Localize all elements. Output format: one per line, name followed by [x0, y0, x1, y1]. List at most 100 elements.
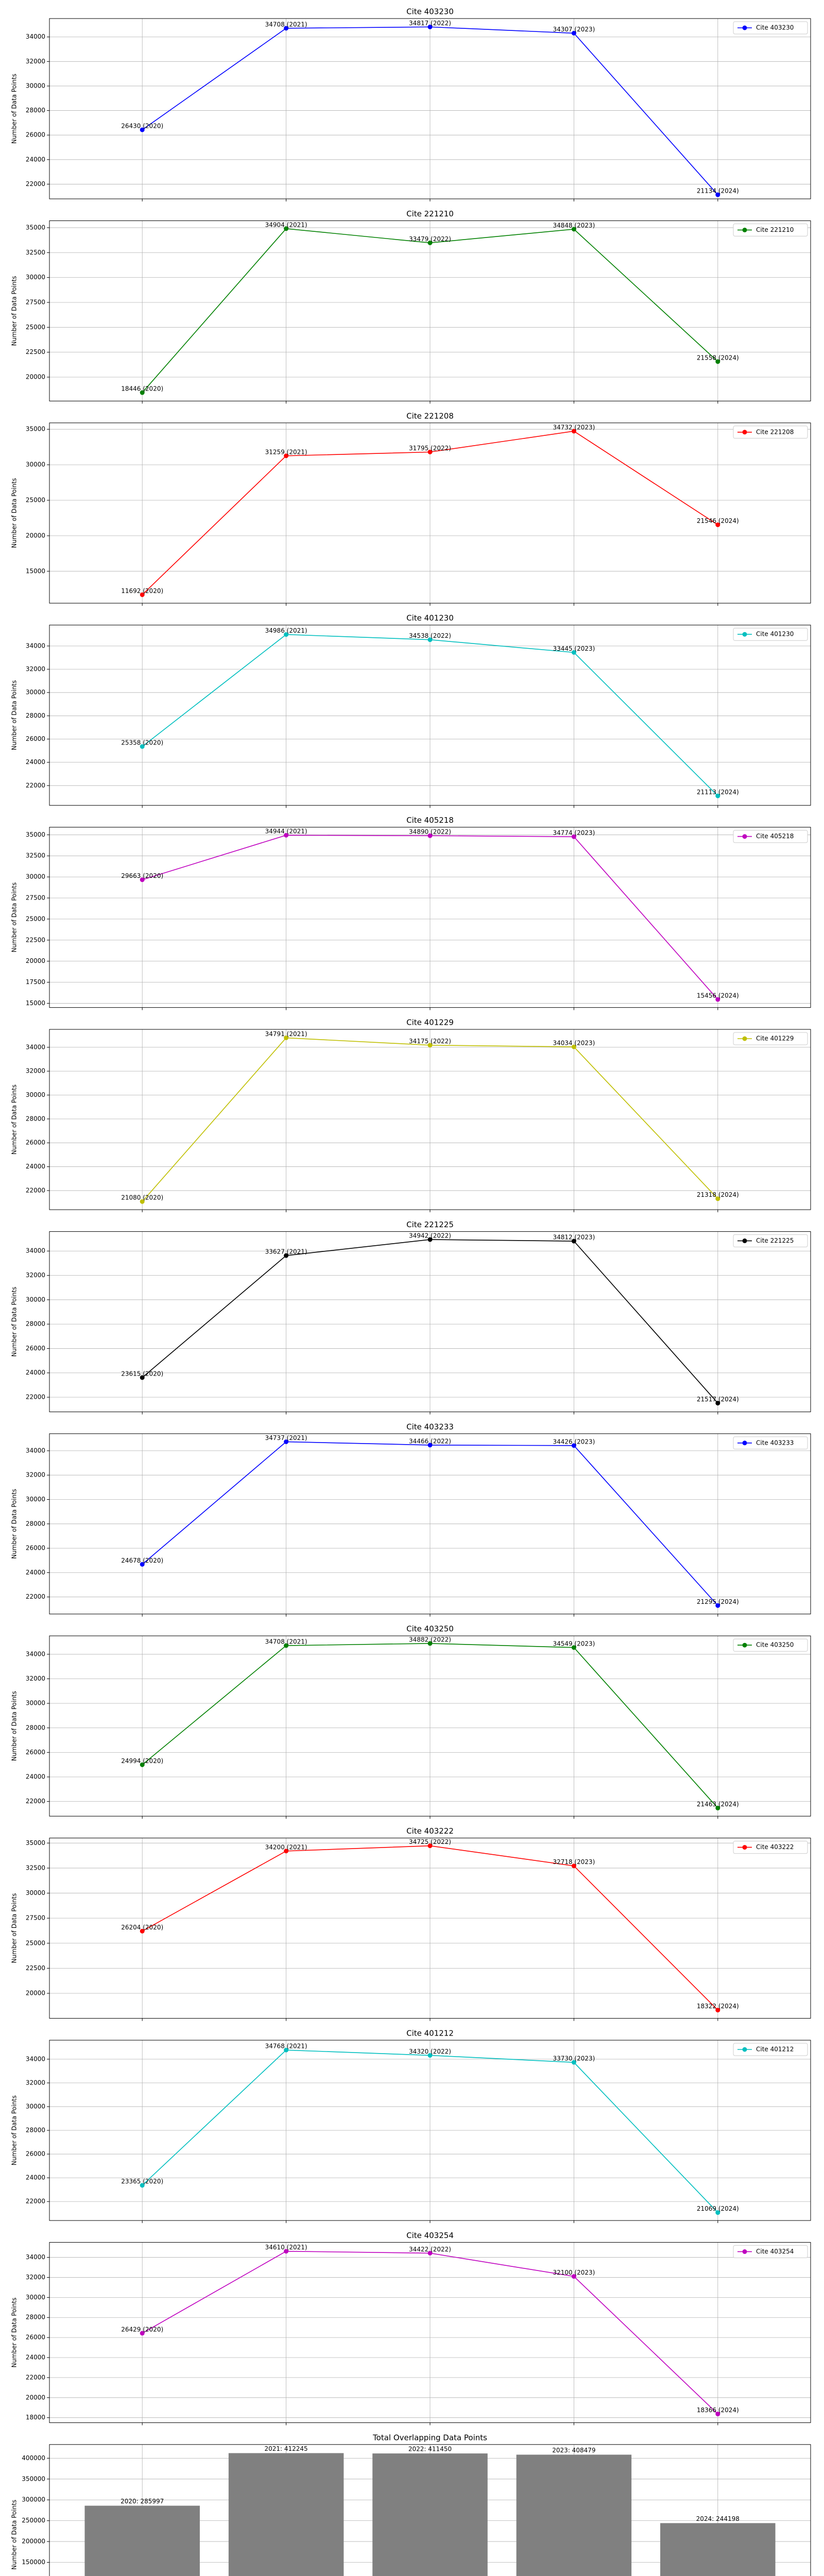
- data-label: 34768 (2021): [265, 2043, 307, 2050]
- y-tick-label: 24000: [26, 1773, 45, 1781]
- data-label: 34034 (2023): [553, 1039, 595, 1046]
- subplot: Cite 401212 Number of Data Points 22000 240…: [11, 2029, 811, 2223]
- y-tick-label: 22000: [26, 782, 45, 789]
- y-tick-label: 17500: [26, 978, 45, 986]
- y-tick-label: 30000: [26, 689, 45, 696]
- data-label: 21463 (2024): [697, 1801, 739, 1808]
- data-label: 34725 (2022): [409, 1838, 451, 1845]
- point: [140, 1762, 145, 1767]
- data-label: 24994 (2020): [121, 1757, 163, 1765]
- legend-label: Cite 401229: [756, 1035, 794, 1042]
- point: [571, 1044, 576, 1049]
- data-label: 34708 (2021): [265, 1638, 307, 1646]
- chart-title: Cite 401230: [406, 614, 454, 623]
- y-axis-label: Number of Data Points: [11, 2095, 18, 2165]
- axes-frame: [49, 1635, 811, 1817]
- point: [284, 1439, 289, 1444]
- y-tick-label: 30000: [26, 1296, 45, 1303]
- y-tick-label: 28000: [26, 1724, 45, 1731]
- legend-box: [733, 830, 808, 843]
- data-label: 21134 (2024): [697, 188, 739, 195]
- data-label: 15456 (2024): [697, 992, 739, 999]
- data-label: 18366 (2024): [697, 2406, 739, 2414]
- data-label: 25358 (2020): [121, 739, 163, 746]
- y-tick-label: 32000: [26, 2274, 45, 2281]
- legend-box: [733, 223, 808, 236]
- data-label: 2023: 408479: [552, 2447, 595, 2454]
- bar: [228, 2453, 344, 2576]
- point: [140, 1199, 145, 1204]
- data-label: 33445 (2023): [553, 645, 595, 652]
- legend-marker: [742, 1440, 747, 1446]
- point: [284, 833, 289, 838]
- y-tick-label: 15000: [26, 567, 45, 574]
- y-tick-label: 30000: [26, 1091, 45, 1098]
- legend-box: [733, 21, 808, 35]
- data-label: 21546 (2024): [697, 517, 739, 524]
- y-tick-label: 28000: [26, 1520, 45, 1527]
- legend-marker: [742, 2047, 747, 2052]
- y-axis-label: Number of Data Points: [11, 1084, 18, 1155]
- y-tick-label: 30000: [26, 1496, 45, 1503]
- point: [427, 24, 433, 29]
- y-tick-label: 20000: [26, 532, 45, 539]
- data-label: 34812 (2023): [553, 1234, 595, 1241]
- point: [140, 2183, 145, 2188]
- subplot: Cite 403250 Number of Data Points 22000 240…: [11, 1624, 811, 1819]
- point: [427, 2053, 433, 2058]
- y-tick-label: 35000: [26, 426, 45, 433]
- chart-title: Cite 405218: [406, 816, 454, 825]
- subplot: Cite 401230 Number of Data Points 22000 240…: [11, 614, 811, 808]
- data-label: 33627 (2021): [265, 1248, 307, 1256]
- legend-label: Cite 401230: [756, 631, 794, 638]
- y-tick-label: 26000: [26, 735, 45, 742]
- legend-marker: [742, 1845, 747, 1850]
- y-tick-label: 26000: [26, 1345, 45, 1352]
- data-label: 34774 (2023): [553, 829, 595, 837]
- y-tick-label: 300000: [22, 2496, 45, 2503]
- data-label: 2024: 244198: [696, 2515, 740, 2522]
- bar: [372, 2453, 488, 2576]
- data-label: 21069 (2024): [697, 2205, 739, 2212]
- point: [284, 1253, 289, 1258]
- y-tick-label: 34000: [26, 1447, 45, 1454]
- legend-label: Cite 405218: [756, 833, 794, 840]
- y-tick-label: 24000: [26, 1163, 45, 1170]
- point: [427, 637, 433, 642]
- y-tick-label: 20000: [26, 957, 45, 964]
- axes-frame: [49, 2242, 811, 2423]
- data-label: 34817 (2022): [409, 20, 451, 27]
- point: [571, 834, 576, 839]
- subplot: Cite 403230 Number of Data Points 22000 240…: [11, 7, 811, 201]
- data-label: 34549 (2023): [553, 1640, 595, 1647]
- y-tick-label: 27500: [26, 894, 45, 901]
- data-label: 34942 (2022): [409, 1232, 451, 1239]
- point: [427, 1443, 433, 1448]
- y-tick-label: 30000: [26, 461, 45, 468]
- data-label: 2021: 412245: [264, 2445, 307, 2452]
- data-label: 34320 (2022): [409, 2048, 451, 2055]
- legend-box: [733, 1032, 808, 1045]
- point: [427, 449, 433, 454]
- data-label: 31259 (2021): [265, 448, 307, 455]
- y-axis-label: Number of Data Points: [11, 883, 18, 953]
- y-tick-label: 30000: [26, 274, 45, 281]
- y-tick-label: 22000: [26, 2198, 45, 2205]
- chart-title: Cite 401212: [406, 2029, 454, 2038]
- legend-box: [733, 1638, 808, 1652]
- axes-frame: [49, 2040, 811, 2221]
- point: [140, 2331, 145, 2336]
- data-label: 34882 (2022): [409, 1636, 451, 1643]
- y-axis-label: Number of Data Points: [11, 1489, 18, 1559]
- y-tick-label: 32000: [26, 1272, 45, 1279]
- y-axis-label: Number of Data Points: [11, 2500, 18, 2570]
- data-label: 11692 (2020): [121, 587, 163, 595]
- y-tick-label: 22500: [26, 936, 45, 943]
- y-tick-label: 30000: [26, 82, 45, 89]
- legend-label: Cite 401212: [756, 2046, 794, 2053]
- chart-title: Total Overlapping Data Points: [372, 2433, 487, 2442]
- data-label: 34848 (2023): [553, 222, 595, 229]
- subplot: Total Overlapping Data Points Number of D…: [11, 2433, 811, 2576]
- data-label: 24678 (2020): [121, 1557, 163, 1564]
- y-tick-label: 22500: [26, 1964, 45, 1972]
